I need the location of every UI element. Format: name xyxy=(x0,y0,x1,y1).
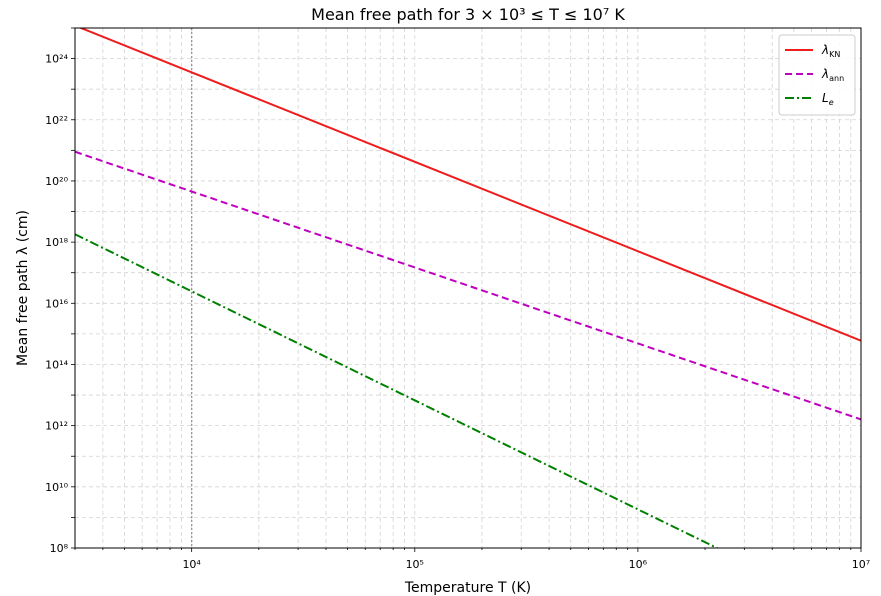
legend-label: λann xyxy=(821,67,844,83)
x-axis-ticks: 10⁴ 10⁵ 10⁶ 10⁷ xyxy=(74,548,870,571)
series-line-λann xyxy=(75,150,861,421)
legend-label: λKN xyxy=(821,43,840,59)
legend: λKN λann Le xyxy=(778,34,856,116)
x-tick-label: 10⁵ xyxy=(406,558,424,571)
series-line-λKN xyxy=(78,28,861,342)
y-tick-label: 10⁸ xyxy=(50,542,69,555)
series-line-Le xyxy=(75,233,720,548)
y-axis-title: Mean free path λ (cm) xyxy=(15,210,31,366)
series-lines xyxy=(75,28,861,548)
legend-box xyxy=(778,34,856,116)
x-tick-label: 10⁶ xyxy=(629,558,648,571)
x-axis-title: Temperature T (K) xyxy=(404,580,531,596)
x-tick-label: 10⁴ xyxy=(182,558,201,571)
y-tick-label: 10²² xyxy=(45,114,68,127)
y-tick-label: 10²⁴ xyxy=(45,53,68,66)
y-tick-label: 10¹⁴ xyxy=(45,358,68,371)
x-tick-label: 10⁷ xyxy=(852,558,870,571)
y-tick-label: 10¹⁰ xyxy=(45,481,68,494)
chart-title: Mean free path for 3 × 10³ ≤ T ≤ 10⁷ K xyxy=(311,5,625,24)
plot-frame xyxy=(74,27,862,549)
y-tick-label: 10¹⁸ xyxy=(45,236,68,249)
y-tick-label: 10¹² xyxy=(45,420,68,433)
y-tick-label: 10¹⁶ xyxy=(45,297,68,310)
y-tick-label: 10²⁰ xyxy=(45,175,68,188)
grid xyxy=(74,27,862,549)
y-axis-ticks: 10⁸ 10¹⁰ 10¹² 10¹⁴ 10¹⁶ 10¹⁸ 10²⁰ 10²² 10²⁴ xyxy=(45,27,75,555)
legend-label: Le xyxy=(822,91,834,107)
